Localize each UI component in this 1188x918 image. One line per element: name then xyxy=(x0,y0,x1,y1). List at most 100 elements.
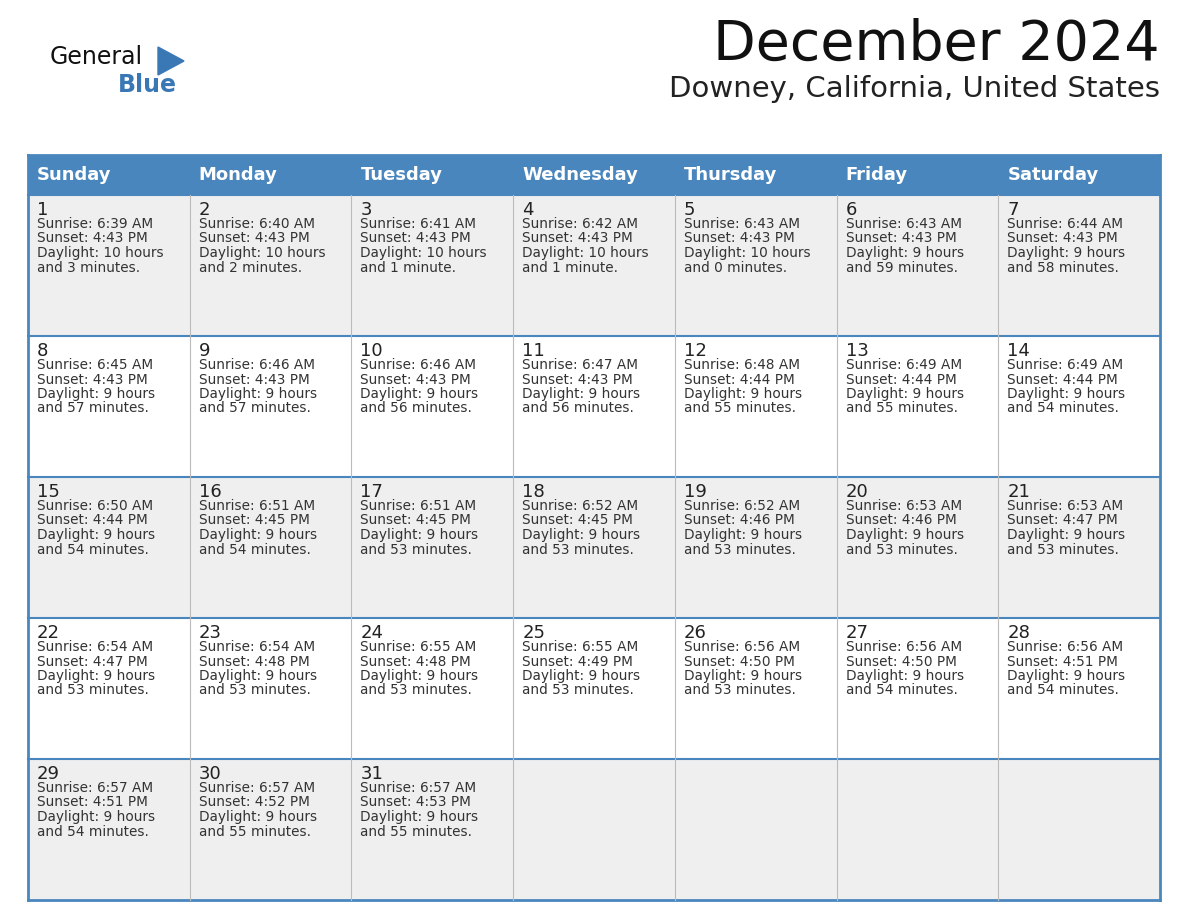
Text: Sunrise: 6:56 AM: Sunrise: 6:56 AM xyxy=(1007,640,1124,654)
Bar xyxy=(29,618,1159,759)
Text: Sunset: 4:45 PM: Sunset: 4:45 PM xyxy=(523,513,633,528)
Text: and 59 minutes.: and 59 minutes. xyxy=(846,261,958,274)
Text: and 53 minutes.: and 53 minutes. xyxy=(198,684,310,698)
Text: Daylight: 9 hours: Daylight: 9 hours xyxy=(360,387,479,401)
Text: 6: 6 xyxy=(846,201,857,219)
Text: Daylight: 9 hours: Daylight: 9 hours xyxy=(846,528,963,542)
Text: and 55 minutes.: and 55 minutes. xyxy=(846,401,958,416)
Text: Daylight: 10 hours: Daylight: 10 hours xyxy=(523,246,649,260)
Text: Sunrise: 6:55 AM: Sunrise: 6:55 AM xyxy=(523,640,638,654)
Text: Sunset: 4:48 PM: Sunset: 4:48 PM xyxy=(360,655,472,668)
Text: Sunrise: 6:50 AM: Sunrise: 6:50 AM xyxy=(37,499,153,513)
Text: Sunset: 4:43 PM: Sunset: 4:43 PM xyxy=(360,231,472,245)
Text: Sunrise: 6:41 AM: Sunrise: 6:41 AM xyxy=(360,217,476,231)
Text: Daylight: 9 hours: Daylight: 9 hours xyxy=(37,387,156,401)
Text: Daylight: 9 hours: Daylight: 9 hours xyxy=(360,669,479,683)
Text: 31: 31 xyxy=(360,765,384,783)
Text: 16: 16 xyxy=(198,483,221,501)
Text: Daylight: 9 hours: Daylight: 9 hours xyxy=(523,528,640,542)
Text: Tuesday: Tuesday xyxy=(360,166,442,184)
Text: Daylight: 9 hours: Daylight: 9 hours xyxy=(198,528,317,542)
Text: Sunset: 4:52 PM: Sunset: 4:52 PM xyxy=(198,796,310,810)
Text: Sunset: 4:45 PM: Sunset: 4:45 PM xyxy=(360,513,472,528)
Text: Daylight: 9 hours: Daylight: 9 hours xyxy=(37,810,156,824)
Text: 27: 27 xyxy=(846,624,868,642)
Text: Daylight: 9 hours: Daylight: 9 hours xyxy=(523,387,640,401)
Text: Daylight: 9 hours: Daylight: 9 hours xyxy=(846,387,963,401)
Text: Sunrise: 6:56 AM: Sunrise: 6:56 AM xyxy=(846,640,962,654)
Text: Daylight: 9 hours: Daylight: 9 hours xyxy=(684,387,802,401)
Text: and 54 minutes.: and 54 minutes. xyxy=(37,824,148,838)
Text: and 1 minute.: and 1 minute. xyxy=(360,261,456,274)
Text: 15: 15 xyxy=(37,483,59,501)
Bar xyxy=(675,155,836,195)
Text: Sunset: 4:43 PM: Sunset: 4:43 PM xyxy=(198,231,309,245)
Text: Sunrise: 6:52 AM: Sunrise: 6:52 AM xyxy=(684,499,800,513)
Text: Thursday: Thursday xyxy=(684,166,777,184)
Text: and 3 minutes.: and 3 minutes. xyxy=(37,261,140,274)
Text: Sunrise: 6:46 AM: Sunrise: 6:46 AM xyxy=(198,358,315,372)
Bar xyxy=(29,195,1159,336)
Text: Daylight: 9 hours: Daylight: 9 hours xyxy=(37,669,156,683)
Text: Sunrise: 6:47 AM: Sunrise: 6:47 AM xyxy=(523,358,638,372)
Text: 20: 20 xyxy=(846,483,868,501)
Text: and 53 minutes.: and 53 minutes. xyxy=(684,684,796,698)
Text: Sunset: 4:43 PM: Sunset: 4:43 PM xyxy=(523,373,633,386)
Text: 10: 10 xyxy=(360,342,383,360)
Text: Downey, California, United States: Downey, California, United States xyxy=(669,75,1159,103)
Text: Sunset: 4:46 PM: Sunset: 4:46 PM xyxy=(846,513,956,528)
Text: 14: 14 xyxy=(1007,342,1030,360)
Text: Monday: Monday xyxy=(198,166,278,184)
Text: Sunrise: 6:57 AM: Sunrise: 6:57 AM xyxy=(37,781,153,795)
Text: 5: 5 xyxy=(684,201,695,219)
Text: Sunrise: 6:48 AM: Sunrise: 6:48 AM xyxy=(684,358,800,372)
Text: 29: 29 xyxy=(37,765,61,783)
Text: 11: 11 xyxy=(523,342,545,360)
Text: Sunset: 4:44 PM: Sunset: 4:44 PM xyxy=(37,513,147,528)
Text: 26: 26 xyxy=(684,624,707,642)
Text: Daylight: 9 hours: Daylight: 9 hours xyxy=(846,246,963,260)
Text: and 53 minutes.: and 53 minutes. xyxy=(37,684,148,698)
Text: Blue: Blue xyxy=(118,73,177,97)
Text: Sunrise: 6:57 AM: Sunrise: 6:57 AM xyxy=(198,781,315,795)
Text: Sunset: 4:53 PM: Sunset: 4:53 PM xyxy=(360,796,472,810)
Text: Sunrise: 6:45 AM: Sunrise: 6:45 AM xyxy=(37,358,153,372)
Text: Wednesday: Wednesday xyxy=(523,166,638,184)
Text: Sunrise: 6:54 AM: Sunrise: 6:54 AM xyxy=(198,640,315,654)
Text: Daylight: 9 hours: Daylight: 9 hours xyxy=(1007,387,1125,401)
Text: 19: 19 xyxy=(684,483,707,501)
Text: Sunrise: 6:57 AM: Sunrise: 6:57 AM xyxy=(360,781,476,795)
Text: Daylight: 10 hours: Daylight: 10 hours xyxy=(360,246,487,260)
Text: Sunset: 4:50 PM: Sunset: 4:50 PM xyxy=(684,655,795,668)
Text: 24: 24 xyxy=(360,624,384,642)
Text: Sunset: 4:43 PM: Sunset: 4:43 PM xyxy=(523,231,633,245)
Text: Sunset: 4:43 PM: Sunset: 4:43 PM xyxy=(360,373,472,386)
Text: Sunrise: 6:53 AM: Sunrise: 6:53 AM xyxy=(1007,499,1124,513)
Text: Sunset: 4:43 PM: Sunset: 4:43 PM xyxy=(684,231,795,245)
Text: and 53 minutes.: and 53 minutes. xyxy=(684,543,796,556)
Text: and 56 minutes.: and 56 minutes. xyxy=(523,401,634,416)
Text: and 55 minutes.: and 55 minutes. xyxy=(684,401,796,416)
Text: Sunset: 4:51 PM: Sunset: 4:51 PM xyxy=(37,796,147,810)
Text: General: General xyxy=(50,45,143,69)
Text: Sunset: 4:44 PM: Sunset: 4:44 PM xyxy=(846,373,956,386)
Text: Sunrise: 6:56 AM: Sunrise: 6:56 AM xyxy=(684,640,800,654)
Text: and 58 minutes.: and 58 minutes. xyxy=(1007,261,1119,274)
Text: 1: 1 xyxy=(37,201,49,219)
Text: Daylight: 10 hours: Daylight: 10 hours xyxy=(198,246,326,260)
Text: 28: 28 xyxy=(1007,624,1030,642)
Text: Daylight: 10 hours: Daylight: 10 hours xyxy=(684,246,810,260)
Text: and 2 minutes.: and 2 minutes. xyxy=(198,261,302,274)
Bar xyxy=(29,155,190,195)
Text: Sunset: 4:51 PM: Sunset: 4:51 PM xyxy=(1007,655,1118,668)
Text: and 54 minutes.: and 54 minutes. xyxy=(1007,684,1119,698)
Bar xyxy=(29,759,1159,900)
Text: Sunset: 4:43 PM: Sunset: 4:43 PM xyxy=(37,231,147,245)
Text: Daylight: 9 hours: Daylight: 9 hours xyxy=(523,669,640,683)
Text: Sunset: 4:43 PM: Sunset: 4:43 PM xyxy=(198,373,309,386)
Text: December 2024: December 2024 xyxy=(713,18,1159,72)
Text: Daylight: 9 hours: Daylight: 9 hours xyxy=(198,810,317,824)
Text: Daylight: 9 hours: Daylight: 9 hours xyxy=(1007,669,1125,683)
Text: Friday: Friday xyxy=(846,166,908,184)
Text: Daylight: 9 hours: Daylight: 9 hours xyxy=(360,810,479,824)
